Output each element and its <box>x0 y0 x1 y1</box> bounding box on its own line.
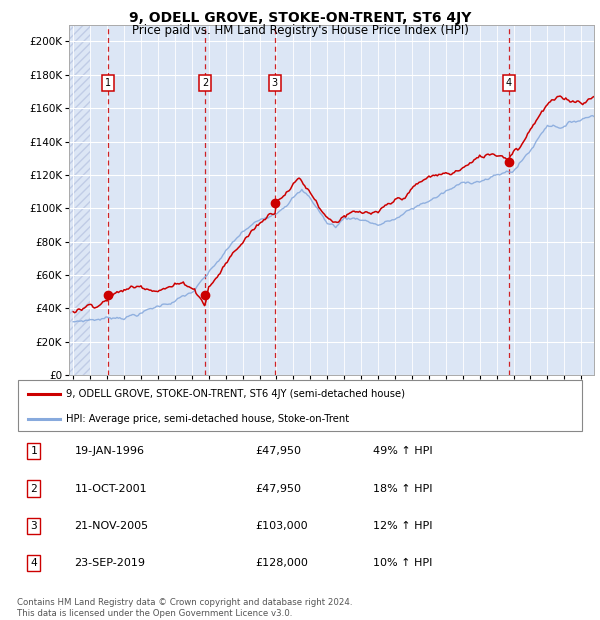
Text: 10% ↑ HPI: 10% ↑ HPI <box>373 558 433 568</box>
Text: 9, ODELL GROVE, STOKE-ON-TRENT, ST6 4JY: 9, ODELL GROVE, STOKE-ON-TRENT, ST6 4JY <box>129 11 471 25</box>
Text: Price paid vs. HM Land Registry's House Price Index (HPI): Price paid vs. HM Land Registry's House … <box>131 24 469 37</box>
Text: 4: 4 <box>31 558 37 568</box>
FancyBboxPatch shape <box>18 380 582 431</box>
Bar <box>69 25 90 375</box>
Text: 19-JAN-1996: 19-JAN-1996 <box>74 446 145 456</box>
Text: Contains HM Land Registry data © Crown copyright and database right 2024.
This d: Contains HM Land Registry data © Crown c… <box>17 598 352 618</box>
Text: 9, ODELL GROVE, STOKE-ON-TRENT, ST6 4JY (semi-detached house): 9, ODELL GROVE, STOKE-ON-TRENT, ST6 4JY … <box>66 389 405 399</box>
Text: 3: 3 <box>272 78 278 88</box>
Text: £128,000: £128,000 <box>255 558 308 568</box>
Text: HPI: Average price, semi-detached house, Stoke-on-Trent: HPI: Average price, semi-detached house,… <box>66 414 349 423</box>
Text: 49% ↑ HPI: 49% ↑ HPI <box>373 446 433 456</box>
Text: 11-OCT-2001: 11-OCT-2001 <box>74 484 147 494</box>
Text: 23-SEP-2019: 23-SEP-2019 <box>74 558 145 568</box>
Text: 12% ↑ HPI: 12% ↑ HPI <box>373 521 433 531</box>
Text: 1: 1 <box>105 78 111 88</box>
Text: 2: 2 <box>202 78 208 88</box>
Text: 18% ↑ HPI: 18% ↑ HPI <box>373 484 433 494</box>
Text: 21-NOV-2005: 21-NOV-2005 <box>74 521 149 531</box>
Text: £103,000: £103,000 <box>255 521 308 531</box>
Text: 2: 2 <box>31 484 37 494</box>
Text: 1: 1 <box>31 446 37 456</box>
Text: 3: 3 <box>31 521 37 531</box>
Text: £47,950: £47,950 <box>255 484 301 494</box>
Text: 4: 4 <box>506 78 512 88</box>
Text: £47,950: £47,950 <box>255 446 301 456</box>
